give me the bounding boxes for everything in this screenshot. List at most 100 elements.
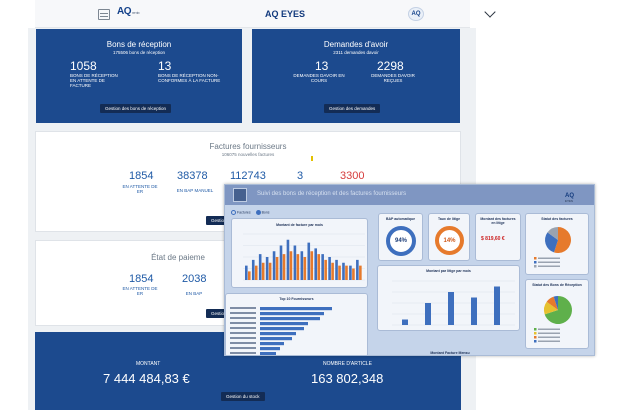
kpi-value: 13 — [315, 59, 329, 73]
bar-mark — [248, 271, 251, 280]
gestion-factures-button[interactable]: Gestion — [206, 216, 232, 225]
bar-mark — [310, 251, 314, 280]
panel-title: Montant de facture par mois — [276, 223, 323, 227]
radio-icon[interactable] — [231, 210, 236, 215]
chart-montant-mois — [243, 233, 365, 281]
bar-mark — [335, 259, 338, 280]
dashboard-icon — [233, 188, 247, 202]
tab-bons[interactable]: Bons — [261, 210, 270, 215]
supplier-label-mark — [230, 307, 256, 309]
kpi-value: 3 — [297, 170, 304, 182]
pie-slice — [553, 296, 558, 310]
bar-mark — [265, 257, 269, 280]
bar-mark — [272, 251, 276, 280]
bar-mark — [282, 254, 286, 280]
legend-swatch — [534, 336, 537, 339]
bar-mark — [425, 303, 431, 325]
bar-mark — [448, 292, 454, 325]
bar-mark — [359, 265, 362, 280]
bar-mark — [260, 337, 292, 341]
kpi-label: DEMANDES DAVOIR REÇUES — [371, 73, 415, 83]
card-title: Factures fournisseurs — [209, 142, 287, 151]
bar-mark — [345, 265, 348, 280]
bar-mark — [303, 257, 307, 280]
round-logo: AQ — [408, 7, 424, 21]
card-subtitle: 175506 bons de réception — [112, 50, 166, 55]
legend-swatch — [534, 257, 537, 260]
bar-mark — [289, 251, 293, 280]
gestion-demandes-button[interactable]: Gestion des demandes — [324, 104, 381, 113]
bar-mark — [260, 307, 332, 311]
kpi-value: 3300 — [340, 170, 365, 182]
bar-mark — [260, 322, 308, 326]
bar-mark — [471, 297, 477, 325]
demandes-avoir-card: Demandes d'avoir 2311 demandes davoir 13… — [252, 29, 460, 123]
bar-mark — [356, 259, 359, 280]
legend-text-mark — [538, 328, 560, 330]
bar-mark — [245, 265, 248, 280]
panel-title: Statut des factures — [541, 217, 573, 221]
logo-text: AQ — [117, 6, 132, 17]
legend-text-mark — [538, 257, 560, 259]
radio-icon[interactable] — [255, 210, 261, 215]
dashboard-logo-text: AQ — [565, 193, 574, 199]
dashboard-logo-sub: EYES — [565, 199, 574, 203]
montant-litige-value: $ 819,60 € — [481, 236, 505, 242]
supplier-label-mark — [230, 337, 256, 339]
legend-swatch — [534, 340, 537, 343]
litige-gauge: 14% — [435, 226, 464, 255]
litige-panel: Taux de litige 14% — [428, 213, 470, 261]
montant-label: MONTANT — [136, 361, 161, 367]
card-title: Bons de réception — [106, 40, 172, 49]
bons-reception-card: Bons de réception 175506 bons de récepti… — [36, 29, 242, 123]
kpi-label: DEMANDES DAVOIR EN COURS — [293, 73, 345, 83]
supplier-label-mark — [230, 317, 256, 319]
chevron-down-icon[interactable] — [484, 6, 496, 18]
card-subtitle: 106075 nouvelles factures — [221, 152, 275, 157]
panel-title: Montant par litige par mois — [426, 269, 471, 273]
bar-mark — [261, 262, 265, 280]
card-title: État de paieme — [151, 253, 205, 262]
pie-statut-bons — [534, 296, 572, 343]
kpi-label: EN ATTENTE DE ER — [122, 286, 158, 296]
panel-title-bottom: Montant Facture Mensu — [430, 351, 470, 355]
legend-text-mark — [538, 340, 560, 342]
gestion-bons-button[interactable]: Gestion des bons de réception — [100, 104, 172, 113]
legend-swatch — [534, 265, 537, 268]
menu-icon[interactable] — [98, 9, 110, 20]
bar-mark — [260, 332, 296, 336]
card-subtitle: 2311 demandes davoir — [333, 50, 379, 55]
bar-mark — [260, 317, 320, 321]
pie-slice — [547, 227, 558, 240]
gestion-stock-button[interactable]: Gestion du stock — [221, 392, 265, 401]
pie-slice — [545, 232, 558, 253]
kpi-label: EN BAP — [185, 291, 203, 296]
supplier-label-mark — [230, 332, 256, 334]
bap-gauge: 94% — [386, 226, 416, 256]
kpi-value: 1854 — [129, 170, 154, 182]
supplier-label-mark — [230, 352, 256, 354]
legend-swatch — [534, 328, 537, 331]
bar-mark — [349, 265, 352, 280]
bar-mark — [342, 262, 345, 280]
legend-text-mark — [538, 336, 560, 338]
kpi-value: 1854 — [129, 273, 154, 285]
bar-mark — [300, 251, 304, 280]
logo-subtext: remix — [132, 10, 140, 15]
bar-mark — [268, 262, 272, 280]
bar-mark — [258, 254, 262, 280]
tab-factures[interactable]: Factures — [236, 210, 251, 215]
gestion-paiement-button[interactable]: Gestion — [206, 309, 232, 318]
app-title: AQ EYES — [265, 9, 306, 19]
bar-mark — [338, 265, 341, 280]
bar-mark — [317, 254, 321, 280]
pie-slice — [546, 296, 558, 310]
panel-title: Taux de litige — [437, 217, 461, 221]
bar-mark — [331, 262, 334, 280]
articles-value: 163 802,348 — [311, 371, 384, 386]
bar-mark — [279, 245, 283, 280]
dashboard-tabs: Factures Bons — [231, 210, 270, 215]
bar-mark — [352, 268, 355, 280]
panel-title: BAP automatique — [385, 217, 416, 221]
kpi-value: 1058 — [70, 59, 97, 73]
